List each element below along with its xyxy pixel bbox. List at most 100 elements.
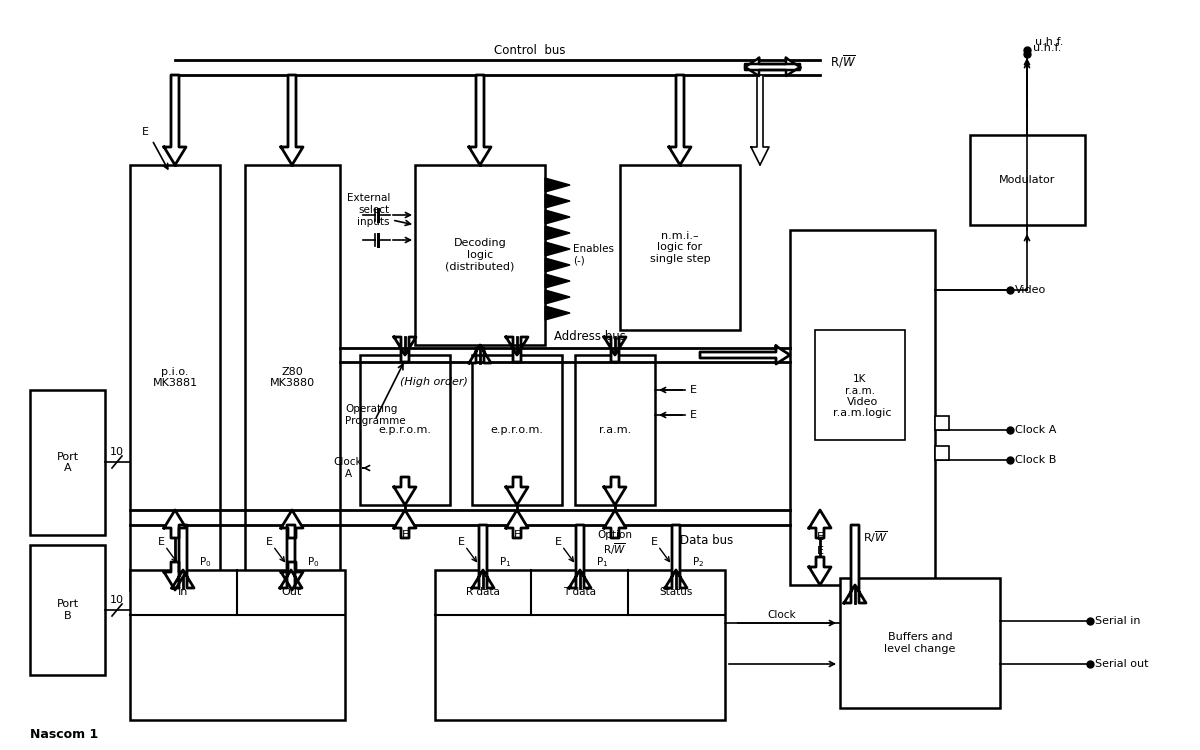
Text: P$_1$: P$_1$ (596, 555, 608, 569)
Text: E: E (402, 530, 408, 540)
Text: R/$\overline{W}$: R/$\overline{W}$ (830, 53, 856, 70)
Polygon shape (844, 525, 866, 603)
Polygon shape (809, 557, 830, 585)
Polygon shape (394, 477, 416, 505)
Polygon shape (506, 510, 528, 538)
Polygon shape (469, 345, 491, 363)
Polygon shape (545, 178, 570, 192)
Polygon shape (809, 510, 830, 538)
Text: P$_0$: P$_0$ (199, 555, 211, 569)
Text: Video: Video (1015, 285, 1046, 295)
Text: E: E (514, 530, 521, 540)
Polygon shape (545, 226, 570, 240)
Text: R/$\overline{W}$: R/$\overline{W}$ (604, 542, 626, 556)
Text: Port
A: Port A (56, 452, 78, 473)
Bar (935, 416, 949, 430)
Text: Video
r.a.m.logic: Video r.a.m.logic (833, 397, 892, 418)
Text: Clock: Clock (768, 610, 797, 620)
Bar (472, 355, 562, 505)
Polygon shape (545, 290, 570, 304)
Text: u.h.f.: u.h.f. (1034, 37, 1063, 47)
Polygon shape (545, 242, 570, 256)
Text: Option: Option (598, 530, 632, 540)
Text: Data bus: Data bus (680, 533, 733, 547)
Polygon shape (164, 75, 186, 165)
Text: Status: Status (659, 587, 692, 597)
Polygon shape (394, 510, 416, 538)
Polygon shape (280, 525, 302, 588)
Polygon shape (545, 258, 570, 272)
Polygon shape (604, 510, 626, 538)
Bar (130, 165, 220, 590)
Bar (130, 570, 346, 720)
Polygon shape (604, 477, 626, 505)
Text: 10: 10 (110, 447, 124, 457)
Text: Serial out: Serial out (1096, 659, 1148, 669)
Bar (620, 165, 740, 330)
Bar (970, 135, 1085, 225)
Polygon shape (745, 58, 800, 76)
Polygon shape (545, 306, 570, 320)
Text: E: E (690, 385, 697, 395)
Text: Enables
(-): Enables (-) (574, 244, 614, 266)
Text: R/$\overline{W}$: R/$\overline{W}$ (863, 530, 888, 544)
Text: E: E (142, 127, 149, 137)
Polygon shape (604, 337, 626, 362)
Text: P$_2$: P$_2$ (692, 555, 704, 569)
Text: Address bus: Address bus (554, 331, 626, 344)
Polygon shape (745, 58, 800, 76)
Polygon shape (665, 525, 686, 588)
Text: E: E (554, 537, 562, 547)
Text: Port
B: Port B (56, 599, 78, 621)
Text: E: E (265, 537, 272, 547)
Polygon shape (394, 337, 416, 362)
Bar (30, 390, 106, 535)
Text: e.p.r.o.m.: e.p.r.o.m. (491, 425, 544, 435)
Bar (30, 545, 106, 675)
Polygon shape (506, 477, 528, 505)
Text: Clock B: Clock B (1015, 455, 1056, 465)
Bar (436, 570, 725, 720)
Bar (935, 446, 949, 460)
Text: P$_0$: P$_0$ (307, 555, 319, 569)
Text: Clock A: Clock A (1015, 425, 1056, 435)
Polygon shape (700, 346, 790, 364)
Bar (245, 165, 340, 590)
Text: P$_1$: P$_1$ (499, 555, 511, 569)
Polygon shape (670, 75, 691, 165)
Text: Serial in: Serial in (1096, 616, 1140, 626)
Polygon shape (469, 75, 491, 165)
Text: Buffers and
level change: Buffers and level change (884, 632, 955, 654)
Text: T data: T data (564, 587, 596, 597)
Polygon shape (164, 510, 186, 538)
Text: Clock
A: Clock A (334, 458, 362, 478)
Text: Modulator: Modulator (1000, 175, 1056, 185)
Text: n.m.i.–
logic for
single step: n.m.i.– logic for single step (649, 231, 710, 264)
Text: R data: R data (466, 587, 500, 597)
Bar (815, 330, 905, 440)
Text: 1K
r.a.m.: 1K r.a.m. (845, 374, 875, 396)
Text: Decoding
logic
(distributed): Decoding logic (distributed) (445, 238, 515, 272)
Polygon shape (545, 210, 570, 224)
Polygon shape (506, 337, 528, 362)
Text: (High order): (High order) (400, 377, 468, 387)
Text: p.i.o.
MK3881: p.i.o. MK3881 (152, 367, 198, 388)
Polygon shape (545, 194, 570, 208)
Bar (360, 355, 450, 505)
Text: r.a.m.: r.a.m. (599, 425, 631, 435)
Text: Z80
MK3880: Z80 MK3880 (270, 367, 316, 388)
Polygon shape (164, 562, 186, 590)
Bar (415, 165, 545, 345)
Text: 10: 10 (110, 595, 124, 605)
Text: Out: Out (281, 587, 301, 597)
Bar (790, 230, 935, 585)
Polygon shape (172, 525, 194, 588)
Polygon shape (281, 510, 302, 538)
Polygon shape (751, 75, 769, 165)
Text: u.h.f.: u.h.f. (1033, 43, 1061, 53)
Text: E: E (816, 532, 823, 542)
Polygon shape (545, 274, 570, 288)
Polygon shape (281, 75, 302, 165)
Text: E: E (157, 537, 164, 547)
Text: E: E (457, 537, 464, 547)
